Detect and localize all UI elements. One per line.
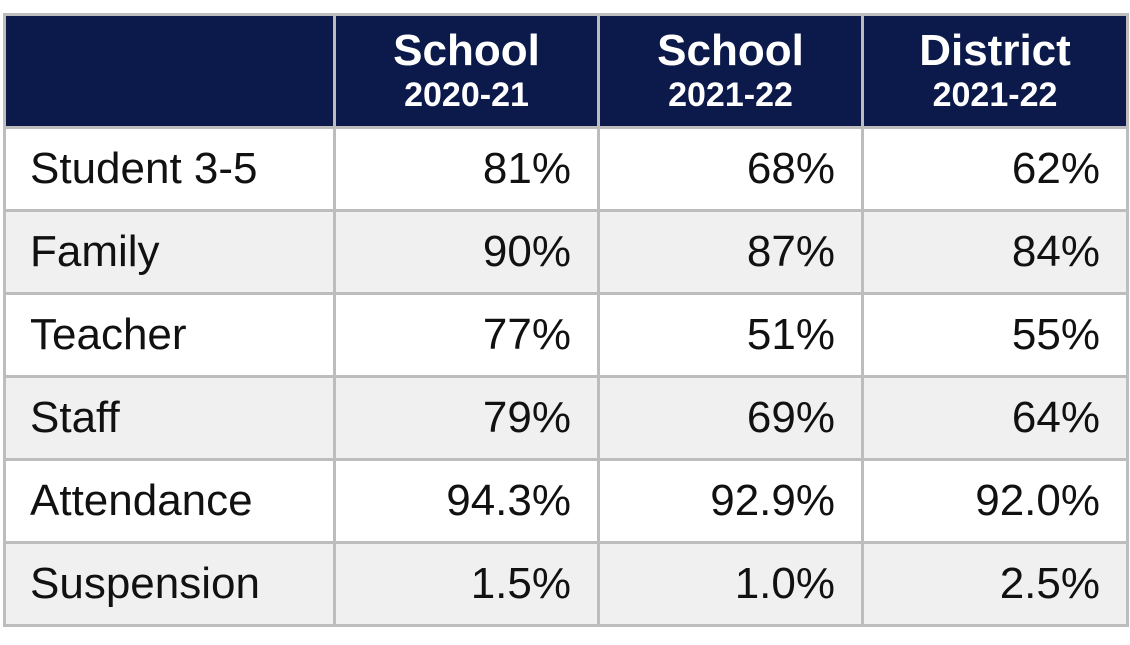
- cell-value: 79%: [333, 375, 600, 461]
- row-label: Staff: [3, 375, 336, 461]
- cell-value: 94.3%: [333, 458, 600, 544]
- cell-value: 81%: [333, 126, 600, 212]
- column-title: School: [393, 26, 540, 75]
- column-header: School 2021-22: [597, 13, 864, 129]
- cell-value: 90%: [333, 209, 600, 295]
- column-header: District 2021-22: [861, 13, 1129, 129]
- header-row: School 2020-21 School 2021-22 District 2021-2…: [3, 13, 1129, 129]
- table-row: Teacher 77% 51% 55%: [3, 292, 1129, 378]
- cell-value: 92.9%: [597, 458, 864, 544]
- cell-value: 64%: [861, 375, 1129, 461]
- cell-value: 2.5%: [861, 541, 1129, 627]
- table-row: Staff 79% 69% 64%: [3, 375, 1129, 461]
- cell-value: 62%: [861, 126, 1129, 212]
- cell-value: 51%: [597, 292, 864, 378]
- table-row: Attendance 94.3% 92.9% 92.0%: [3, 458, 1129, 544]
- row-label: Attendance: [3, 458, 336, 544]
- cell-value: 1.0%: [597, 541, 864, 627]
- column-year: 2021-22: [668, 76, 793, 114]
- corner-cell: [3, 13, 336, 129]
- table-row: Suspension 1.5% 1.0% 2.5%: [3, 541, 1129, 627]
- row-label: Teacher: [3, 292, 336, 378]
- cell-value: 1.5%: [333, 541, 600, 627]
- cell-value: 84%: [861, 209, 1129, 295]
- table-wrap: School 2020-21 School 2021-22 District 2021-2…: [3, 13, 1129, 627]
- table-row: Student 3-5 81% 68% 62%: [3, 126, 1129, 212]
- row-label: Family: [3, 209, 336, 295]
- cell-value: 92.0%: [861, 458, 1129, 544]
- cell-value: 68%: [597, 126, 864, 212]
- column-title: School: [657, 26, 804, 75]
- column-year: 2020-21: [404, 76, 529, 114]
- cell-value: 55%: [861, 292, 1129, 378]
- table-row: Family 90% 87% 84%: [3, 209, 1129, 295]
- table: School 2020-21 School 2021-22 District 2021-2…: [3, 13, 1129, 627]
- cell-value: 87%: [597, 209, 864, 295]
- column-title: District: [919, 26, 1071, 75]
- cell-value: 69%: [597, 375, 864, 461]
- row-label: Suspension: [3, 541, 336, 627]
- column-header: School 2020-21: [333, 13, 600, 129]
- column-year: 2021-22: [932, 76, 1058, 114]
- row-label: Student 3-5: [3, 126, 336, 212]
- cell-value: 77%: [333, 292, 600, 378]
